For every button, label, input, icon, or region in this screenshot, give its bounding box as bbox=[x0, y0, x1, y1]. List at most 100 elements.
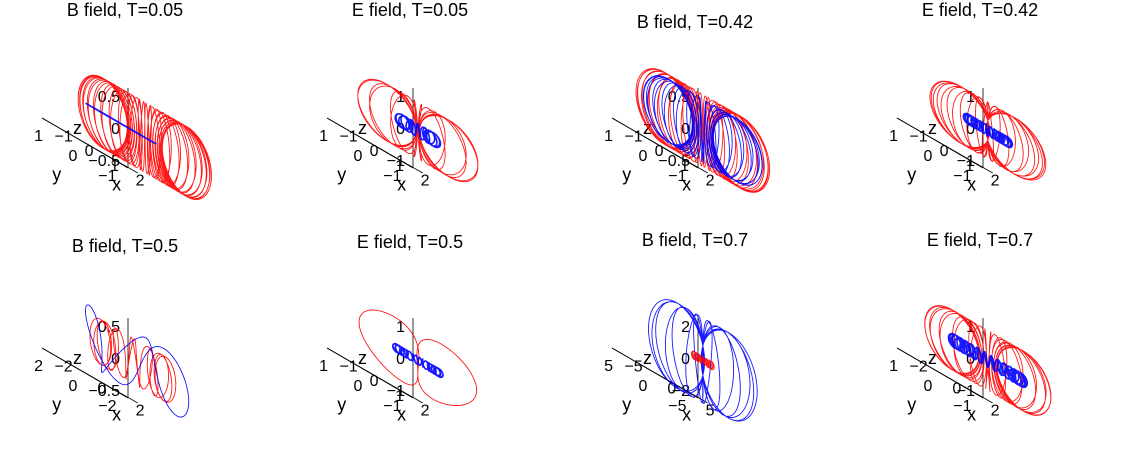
y-axis-label: y bbox=[52, 395, 61, 415]
y-tick-label: −1 bbox=[668, 168, 686, 185]
z-axis-label: z bbox=[358, 118, 367, 138]
y-axis-label: y bbox=[337, 165, 346, 185]
y-tick-label: 0 bbox=[924, 378, 933, 395]
field-line-blue bbox=[394, 113, 442, 149]
z-tick-label: −1 bbox=[387, 153, 405, 170]
z-axis-label: z bbox=[928, 118, 937, 138]
y-axis-line bbox=[326, 117, 414, 169]
plot-title: B field, T=0.05 bbox=[66, 0, 184, 20]
y-axis-label: y bbox=[622, 395, 631, 415]
x-tick-label: −2 bbox=[54, 359, 72, 376]
field-line-red bbox=[691, 350, 715, 371]
y-tick-label: 2 bbox=[34, 358, 43, 375]
plot-panel: E field, T=0.7 −2 0 2 −1 0 1 1 0 −1 x y z bbox=[855, 230, 1105, 440]
z-tick-label: 1 bbox=[396, 89, 405, 106]
y-tick-label: 1 bbox=[319, 358, 328, 375]
x-tick-label: −1 bbox=[54, 129, 72, 146]
series-blue bbox=[394, 113, 442, 149]
z-tick-label: 0 bbox=[966, 121, 975, 138]
x-tick-label: 0 bbox=[97, 381, 106, 398]
z-tick-label: 0 bbox=[396, 121, 405, 138]
plot-title: E field, T=0.5 bbox=[356, 232, 464, 252]
series-red bbox=[635, 68, 771, 193]
plot-title: B field, T=0.5 bbox=[71, 236, 179, 256]
x-tick-label: 1 bbox=[395, 388, 404, 405]
z-tick-label: 0 bbox=[111, 121, 120, 138]
y-tick-label: 1 bbox=[319, 128, 328, 145]
y-axis-label: y bbox=[337, 395, 346, 415]
z-axis-label: z bbox=[358, 348, 367, 368]
plot-title: E field, T=0.05 bbox=[351, 0, 469, 20]
x-axis-label: x bbox=[682, 404, 691, 424]
x-tick-label: 2 bbox=[421, 403, 430, 420]
y-tick-label: −2 bbox=[98, 398, 116, 415]
z-axis-label: z bbox=[73, 118, 82, 138]
x-axis-label: x bbox=[112, 174, 121, 194]
x-tick-label: 0 bbox=[952, 381, 961, 398]
x-tick-label: 1 bbox=[680, 158, 689, 175]
x-axis-label: x bbox=[967, 174, 976, 194]
x-tick-label: 1 bbox=[965, 158, 974, 175]
x-tick-label: 2 bbox=[136, 403, 145, 420]
x-tick-label: 0 bbox=[85, 143, 94, 160]
y-tick-label: 1 bbox=[604, 128, 613, 145]
z-tick-label: −0.5 bbox=[658, 153, 690, 170]
x-tick-label: 5 bbox=[706, 403, 715, 420]
plot-panel: B field, T=0.42 −1 0 1 2 −1 0 1 0.5 0 −0.5 x y z bbox=[570, 0, 820, 210]
series-blue bbox=[962, 112, 1014, 149]
series-blue bbox=[947, 332, 1028, 389]
series-red bbox=[358, 309, 478, 406]
x-tick-label: 0 bbox=[370, 143, 379, 160]
x-tick-label: 2 bbox=[421, 173, 430, 190]
x-tick-label: 0 bbox=[667, 381, 676, 398]
y-tick-label: 0 bbox=[69, 378, 78, 395]
x-tick-label: 2 bbox=[991, 403, 1000, 420]
field-line-blue bbox=[648, 299, 758, 422]
plot-panel: B field, T=0.5 −2 0 2 −2 0 2 0.5 0 −0.5 x y z bbox=[0, 230, 250, 440]
y-tick-label: −1 bbox=[953, 168, 971, 185]
y-tick-label: 0 bbox=[924, 148, 933, 165]
x-tick-label: −1 bbox=[339, 359, 357, 376]
y-tick-label: 1 bbox=[889, 358, 898, 375]
y-axis-line bbox=[611, 117, 699, 169]
z-axis-label: z bbox=[643, 348, 652, 368]
x-tick-label: 2 bbox=[706, 173, 715, 190]
y-axis-line bbox=[41, 347, 129, 399]
x-tick-label: −1 bbox=[339, 129, 357, 146]
series-red bbox=[929, 80, 1047, 181]
y-tick-label: −5 bbox=[668, 398, 686, 415]
plot-panel: E field, T=0.42 −1 0 1 2 −1 0 1 1 0 −1 x y z bbox=[855, 0, 1105, 210]
z-tick-label: −1 bbox=[387, 383, 405, 400]
z-tick-label: −0.5 bbox=[88, 153, 120, 170]
y-tick-label: −1 bbox=[953, 398, 971, 415]
series-red bbox=[691, 350, 715, 371]
y-axis-line bbox=[326, 347, 414, 399]
y-tick-label: −1 bbox=[383, 398, 401, 415]
series-red bbox=[77, 74, 212, 200]
series-blue bbox=[392, 342, 444, 379]
field-line-red bbox=[358, 309, 478, 406]
z-tick-label: −1 bbox=[957, 153, 975, 170]
field-line-blue bbox=[947, 332, 1028, 389]
y-tick-label: 0 bbox=[69, 148, 78, 165]
field-line-blue bbox=[642, 75, 763, 186]
x-tick-label: −2 bbox=[909, 359, 927, 376]
series-blue bbox=[648, 299, 758, 422]
z-tick-label: 0 bbox=[396, 351, 405, 368]
field-line-blue bbox=[85, 102, 157, 145]
y-tick-label: 1 bbox=[889, 128, 898, 145]
z-tick-label: 1 bbox=[966, 89, 975, 106]
x-axis-label: x bbox=[397, 404, 406, 424]
y-axis-label: y bbox=[52, 165, 61, 185]
z-tick-label: 2 bbox=[681, 319, 690, 336]
